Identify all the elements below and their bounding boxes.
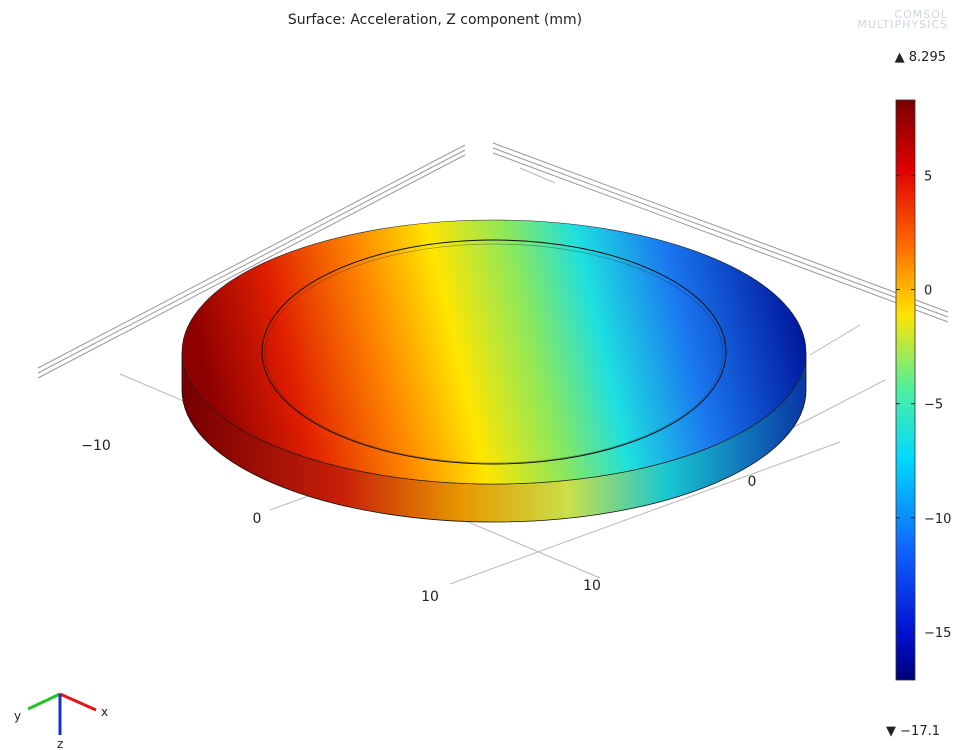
- colorbar-tick-label: −15: [924, 626, 951, 641]
- tick-label-left-2: 0: [253, 511, 262, 527]
- triad-y-axis: [27, 692, 61, 711]
- colorbar-ticks: 5 0 −5 −10 −15: [896, 169, 951, 641]
- axis-triad: x y z: [14, 692, 108, 750]
- triad-y-label: y: [14, 709, 21, 723]
- logo-line-2: MULTIPHYSICS: [857, 18, 948, 31]
- tick-label-left-3: 10: [421, 589, 439, 605]
- triad-x-label: x: [101, 705, 108, 719]
- colorbar-tick-label: −5: [924, 398, 943, 413]
- tick-label-left-1: −10: [81, 438, 111, 454]
- disc-surface: [181, 219, 807, 485]
- colorbar-min-label: ▼ −17.1: [886, 724, 940, 739]
- triad-x-axis: [59, 692, 97, 712]
- triad-z-label: z: [57, 737, 63, 750]
- comsol-logo: COMSOL MULTIPHYSICS: [857, 8, 948, 31]
- colorbar-tick-label: 5: [924, 169, 932, 184]
- chart-title: Surface: Acceleration, Z component (mm): [288, 12, 582, 28]
- logo-line-1: COMSOL: [894, 8, 948, 21]
- tick-label-right-1: 0: [748, 474, 757, 490]
- colorbar-max-label: ▲ 8.295: [895, 50, 946, 65]
- axis-box-back: [37, 142, 949, 379]
- colorbar-tick-label: −10: [924, 512, 951, 527]
- inner-ring: [261, 239, 727, 465]
- tick-label-right-2: 10: [583, 578, 601, 594]
- colorbar-tick-label: 0: [924, 283, 932, 298]
- colorbar: [895, 99, 916, 681]
- inner-ring-edge: [264, 243, 724, 464]
